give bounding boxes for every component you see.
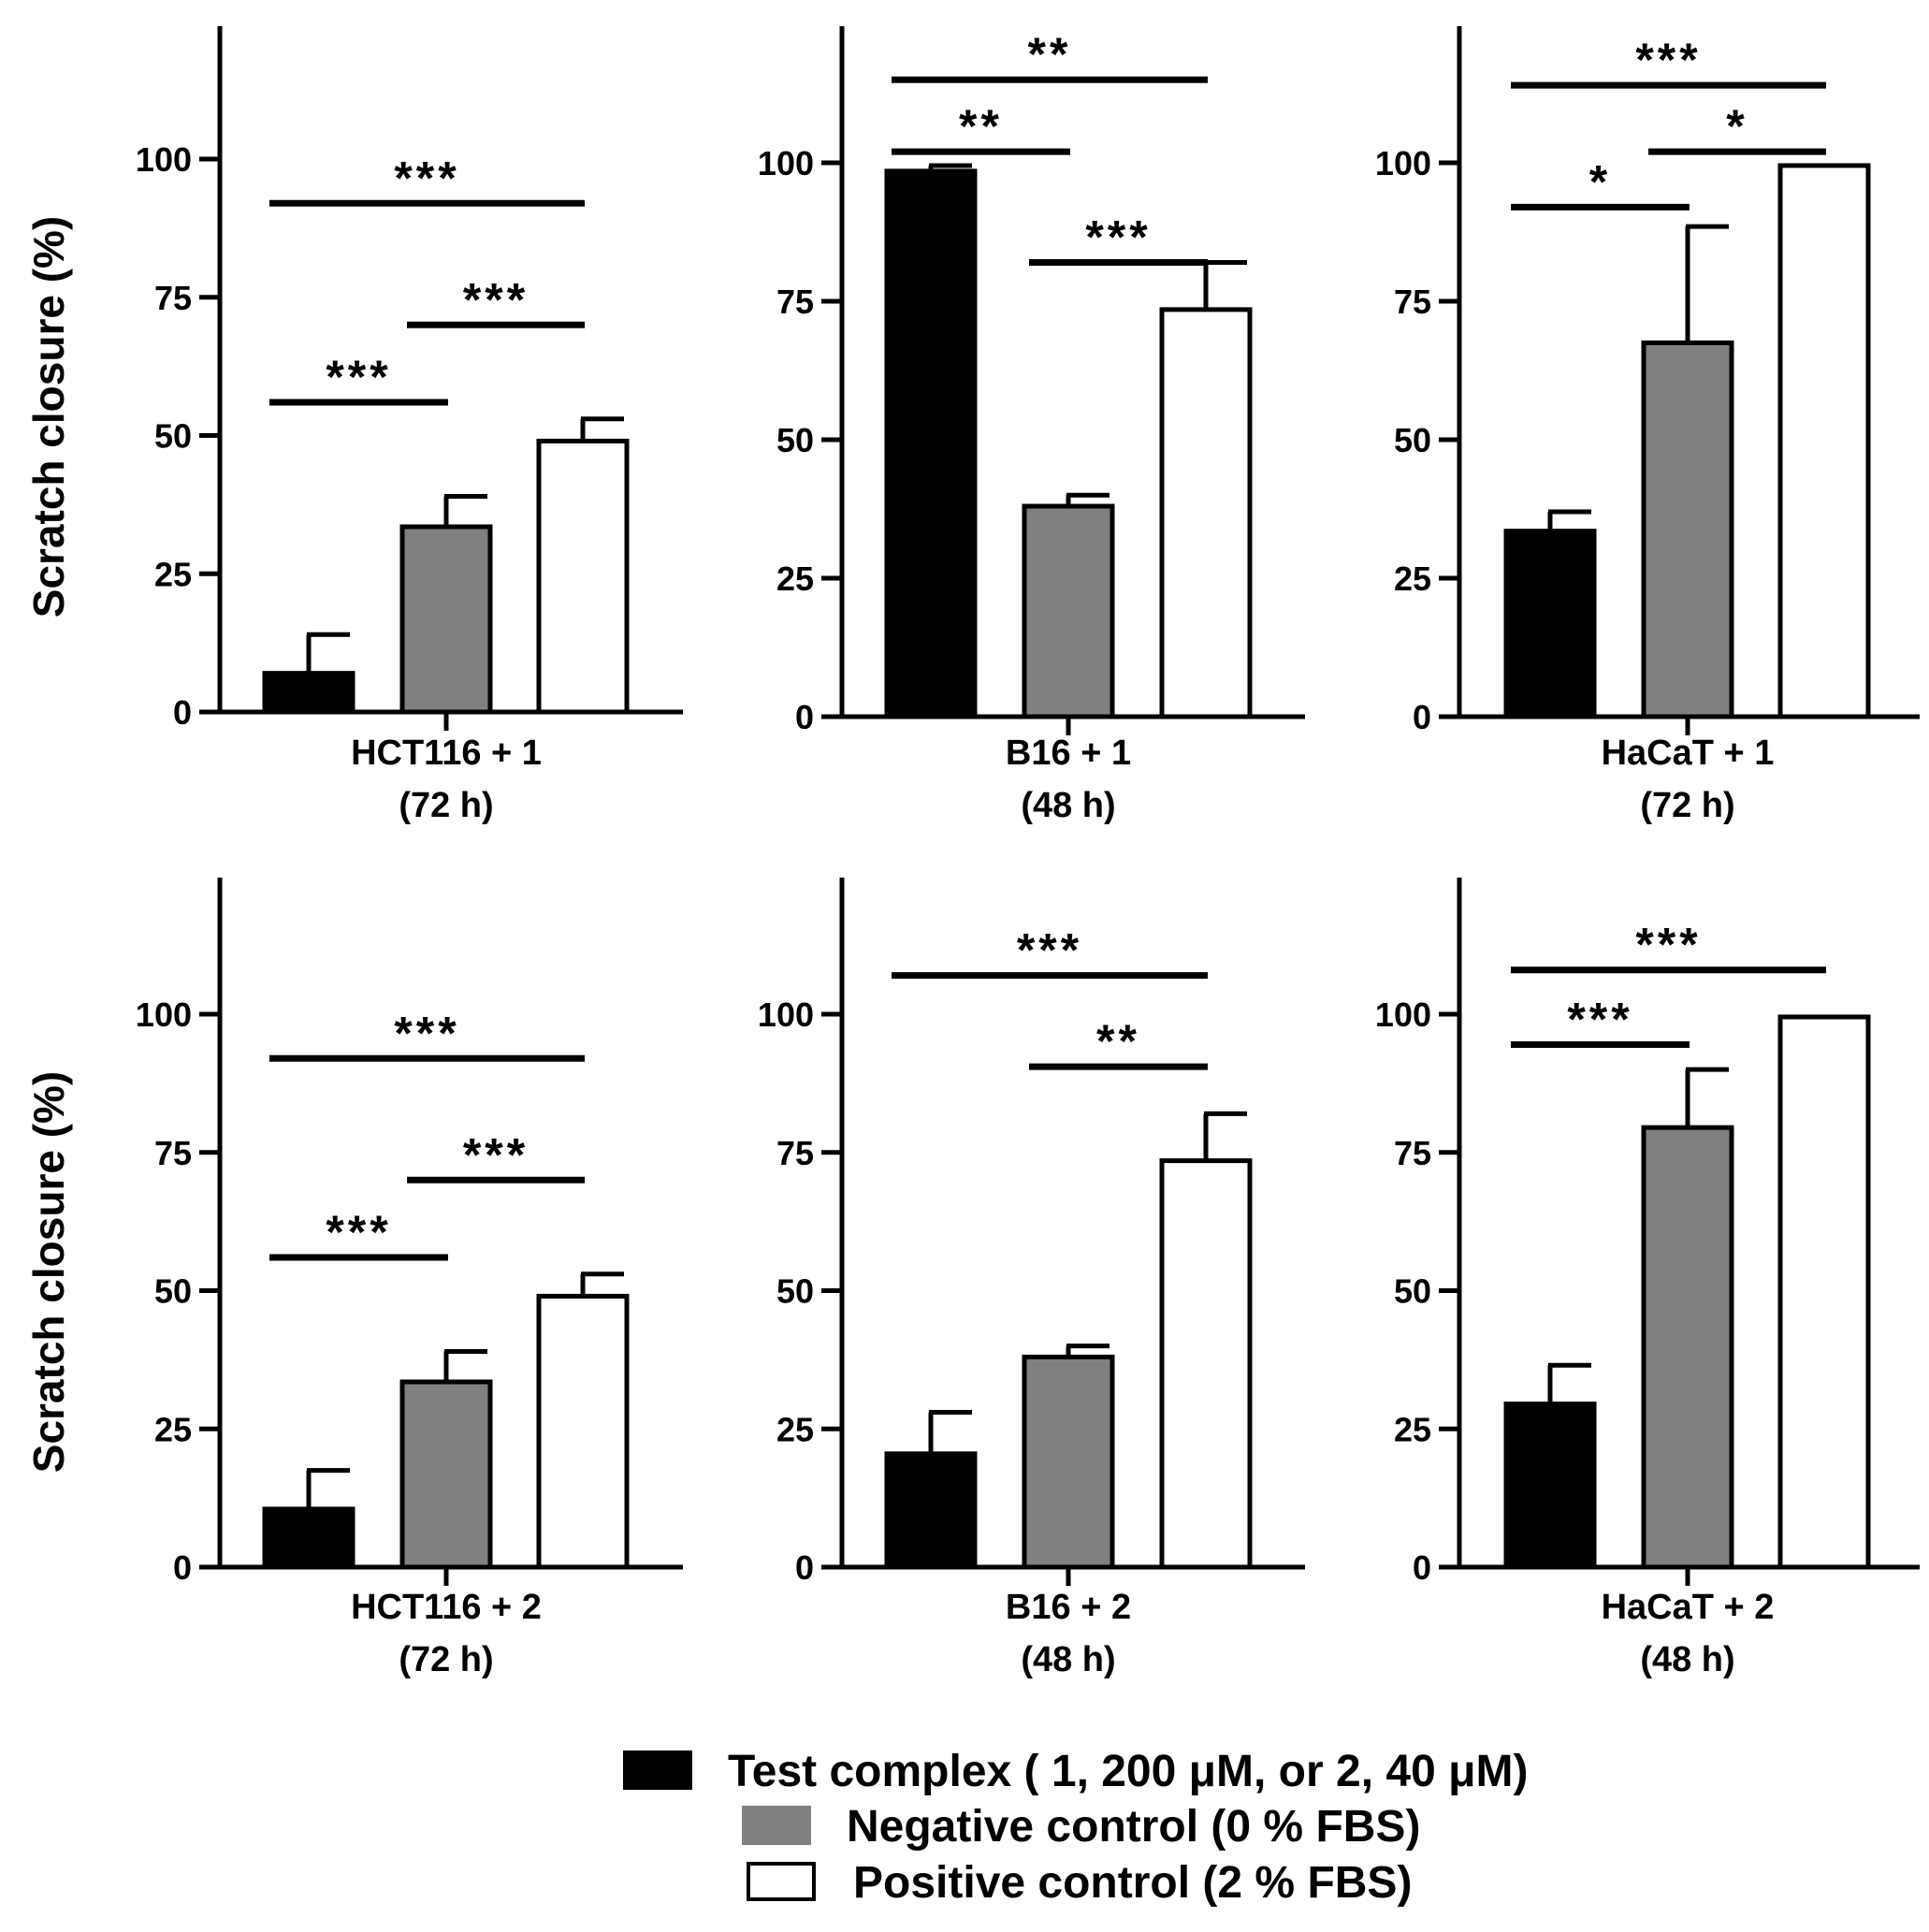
significance-label: *** (1635, 34, 1701, 86)
y-tick-label: 25 (776, 559, 814, 598)
bar-negative-control (1022, 1354, 1115, 1570)
y-tick-label: 50 (776, 421, 814, 459)
legend-label-negative-control: Negative control (0 % FBS) (847, 1802, 1420, 1852)
bar-test-complex (1503, 1402, 1597, 1570)
bar-test-complex (262, 1506, 355, 1570)
y-tick-label: 25 (154, 555, 192, 593)
legend-swatch-positive-control (747, 1862, 816, 1901)
y-tick-label: 75 (1394, 283, 1431, 321)
legend: Test complex ( 1, 200 μM, or 2, 40 μM) Ne… (623, 1747, 1528, 1908)
significance-label: *** (394, 152, 459, 204)
bar-negative-control (399, 1379, 493, 1570)
panel-4: 0 25 50 75 100 *** *** *** HCT116 + 2 (72 h) Scrat… (24, 878, 683, 1679)
x-axis-sublabel: (48 h) (1021, 786, 1115, 825)
y-tick-label: 0 (1413, 1548, 1431, 1587)
y-tick-label: 50 (1394, 421, 1431, 459)
y-axis-label: Scratch closure (%) (24, 1071, 73, 1473)
legend-label-positive-control: Positive control (2 % FBS) (853, 1858, 1412, 1908)
bar-test-complex (262, 671, 355, 715)
bar-positive-control (1777, 163, 1871, 719)
y-tick-label: 75 (1394, 1134, 1431, 1172)
legend-swatch-test-complex (623, 1750, 692, 1790)
x-axis-label: B16 + 1 (1006, 734, 1131, 773)
y-axis-label: Scratch closure (%) (24, 216, 73, 617)
bar-test-complex (1503, 529, 1597, 719)
x-axis-label: HaCaT + 2 (1602, 1588, 1775, 1627)
y-tick-label: 75 (776, 1134, 814, 1172)
y-tick-label: 0 (173, 693, 192, 732)
y-tick-label: 100 (1375, 995, 1431, 1034)
y-tick-label: 100 (136, 140, 192, 179)
x-axis-label: HCT116 + 2 (351, 1588, 542, 1627)
panel-1: 0 25 50 75 100 *** *** *** HCT116 + 1 (72 h) Scrat… (24, 26, 683, 825)
x-axis-sublabel: (72 h) (399, 786, 493, 825)
significance-label: *** (1085, 211, 1151, 264)
bar-test-complex (884, 1451, 978, 1570)
significance-label: *** (326, 351, 391, 403)
significance-label: ** (1028, 28, 1072, 80)
x-axis-sublabel: (48 h) (1021, 1640, 1115, 1679)
bar-positive-control (536, 438, 630, 715)
bar-positive-control (1159, 1158, 1253, 1570)
legend-swatch-negative-control (742, 1806, 811, 1845)
bar-negative-control (399, 524, 493, 715)
y-tick-label: 75 (154, 1134, 192, 1172)
y-tick-label: 0 (795, 698, 814, 736)
x-axis-label: B16 + 2 (1006, 1588, 1131, 1627)
y-tick-label: 50 (1394, 1272, 1431, 1311)
significance-label: *** (394, 1007, 459, 1059)
y-tick-label: 75 (776, 283, 814, 321)
y-tick-label: 100 (1375, 144, 1431, 182)
y-tick-label: 25 (1394, 1410, 1431, 1448)
significance-label: *** (463, 1128, 529, 1181)
significance-label: *** (463, 273, 529, 326)
significance-label: ** (959, 100, 1003, 153)
y-tick-label: 25 (776, 1410, 814, 1448)
y-tick-label: 0 (795, 1548, 814, 1587)
bar-negative-control (1641, 340, 1734, 719)
y-tick-label: 0 (1413, 698, 1431, 736)
significance-label: ** (1096, 1015, 1140, 1068)
y-tick-label: 50 (154, 1272, 192, 1311)
y-tick-label: 0 (173, 1548, 192, 1587)
bar-positive-control (1159, 307, 1253, 719)
x-axis-sublabel: (72 h) (1640, 786, 1734, 825)
x-axis-sublabel: (72 h) (399, 1640, 493, 1679)
significance-label: *** (1635, 919, 1701, 971)
significance-label: *** (326, 1206, 391, 1258)
y-tick-label: 25 (1394, 559, 1431, 598)
significance-label: * (1726, 100, 1748, 153)
bar-test-complex (884, 168, 978, 719)
x-axis-label: HCT116 + 1 (351, 734, 542, 773)
y-tick-label: 100 (136, 995, 192, 1034)
legend-label-test-complex: Test complex ( 1, 200 μM, or 2, 40 μM) (728, 1747, 1528, 1796)
bar-positive-control (536, 1293, 630, 1570)
bar-negative-control (1022, 503, 1115, 719)
y-tick-label: 100 (758, 995, 814, 1034)
y-tick-label: 50 (776, 1272, 814, 1311)
y-tick-label: 75 (154, 279, 192, 317)
x-axis-label: HaCaT + 1 (1602, 734, 1775, 773)
bar-positive-control (1777, 1014, 1871, 1570)
significance-label: *** (1567, 994, 1632, 1046)
bar-negative-control (1641, 1125, 1734, 1570)
y-tick-label: 100 (758, 144, 814, 182)
y-tick-label: 25 (154, 1410, 192, 1448)
x-axis-sublabel: (48 h) (1640, 1640, 1734, 1679)
panel-6: 0 25 50 75 100 ****** HaCaT + 2 (48 h) (1375, 878, 1920, 1679)
significance-label: *** (1017, 924, 1082, 977)
y-tick-label: 50 (154, 417, 192, 456)
significance-label: * (1589, 155, 1611, 208)
